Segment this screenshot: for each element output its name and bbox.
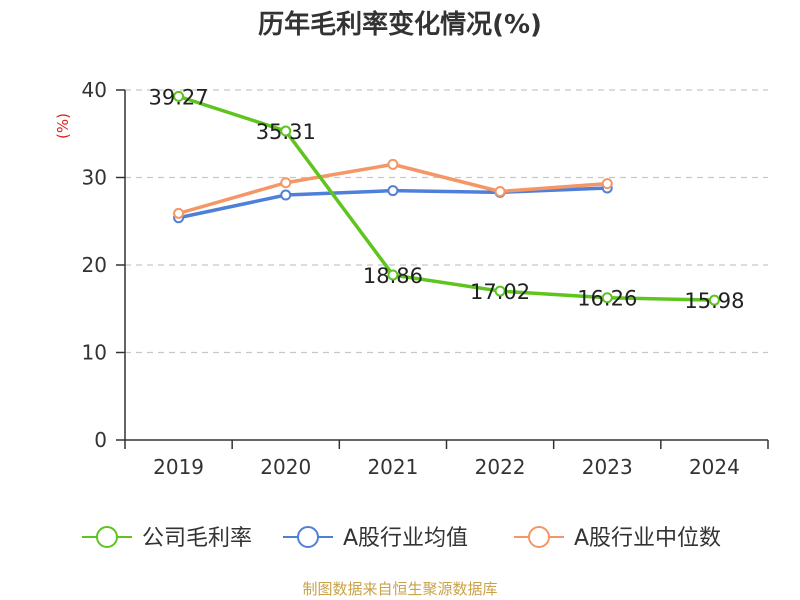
data-label: 17.02	[470, 280, 530, 304]
y-tick-label: 20	[82, 253, 107, 277]
x-tick-label: 2019	[153, 455, 204, 479]
y-tick-label: 0	[94, 428, 107, 452]
data-point	[173, 90, 185, 102]
series-0	[173, 90, 720, 306]
axis-layer: 0 10 20 30 40 2019 2020 2021 2022 2023 2024	[82, 78, 769, 479]
data-label: 39.27	[149, 85, 209, 109]
y-tick-label: 30	[82, 166, 107, 190]
series-line	[176, 94, 717, 302]
data-point	[173, 207, 185, 219]
x-tick-label: 2024	[689, 455, 740, 479]
legend-marker-swatch	[528, 526, 550, 548]
x-tick-label: 2023	[582, 455, 633, 479]
data-point	[708, 294, 720, 306]
data-label-layer: 39.27 35.31 18.86 17.02 16.26 15.98	[149, 85, 745, 313]
data-point	[601, 292, 613, 304]
data-label: 35.31	[256, 120, 316, 144]
y-axis-label: (%)	[54, 113, 72, 139]
data-point	[387, 158, 399, 170]
source-note: 制图数据来自恒生聚源数据库	[302, 580, 497, 598]
data-point	[494, 285, 506, 297]
legend-item: A股行业中位数	[514, 526, 721, 551]
data-label: 18.86	[363, 264, 423, 288]
legend-item: A股行业均值	[283, 526, 468, 551]
data-point	[387, 269, 399, 281]
legend-label: 公司毛利率	[142, 526, 252, 551]
legend-label: A股行业均值	[343, 526, 468, 551]
legend-label: A股行业中位数	[574, 526, 721, 551]
legend-item: 公司毛利率	[82, 526, 252, 551]
legend: 公司毛利率 A股行业均值 A股行业中位数	[82, 526, 721, 551]
series-2	[173, 158, 613, 219]
data-point	[601, 178, 613, 190]
data-point	[494, 186, 506, 197]
data-point	[280, 189, 292, 201]
x-tick-label: 2020	[260, 455, 311, 479]
y-tick-label: 40	[82, 78, 107, 102]
chart-title: 历年毛利率变化情况(%)	[258, 9, 542, 40]
legend-marker-swatch	[297, 526, 319, 548]
grid-layer	[125, 89, 768, 354]
data-point	[387, 185, 399, 197]
legend-marker-swatch	[96, 526, 118, 548]
data-point	[280, 177, 292, 189]
data-label: 15.98	[684, 289, 744, 313]
data-point	[280, 125, 292, 137]
x-tick-label: 2022	[475, 455, 526, 479]
data-label: 16.26	[577, 287, 637, 311]
series-layer	[173, 90, 720, 306]
x-tick-label: 2021	[367, 455, 418, 479]
y-tick-label: 10	[82, 341, 107, 365]
